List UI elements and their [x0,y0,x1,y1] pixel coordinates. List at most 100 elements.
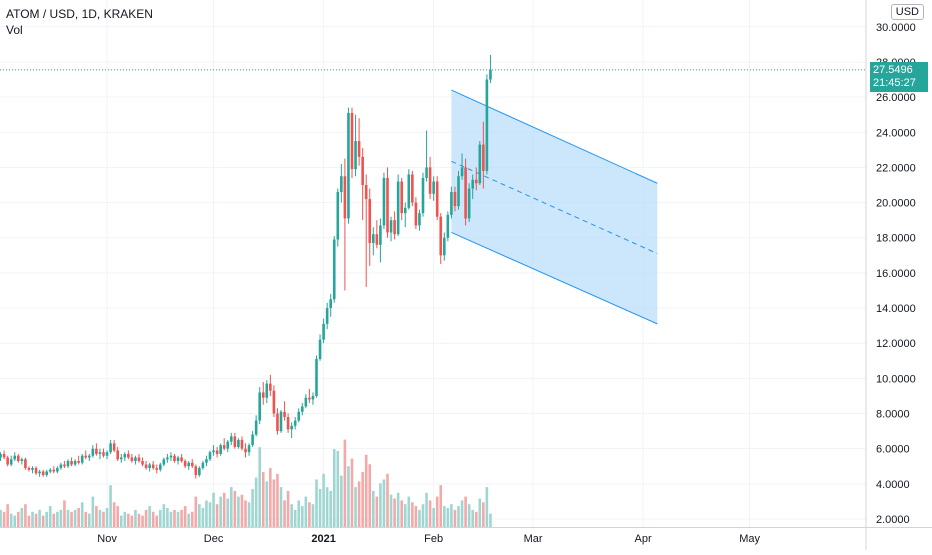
volume-bar [340,475,343,527]
volume-bar [38,509,41,527]
candle-body [34,468,38,474]
candle [432,176,435,201]
candle [215,446,219,458]
candle [27,466,31,472]
candle [258,387,261,425]
candle-body [301,406,304,412]
volume-bar [48,506,52,527]
volume-bar [151,511,155,527]
candle-body [13,455,17,460]
candle [251,431,254,447]
candle [127,450,130,460]
candle-body [201,462,205,469]
candle-body [414,202,418,226]
candle-body [332,239,336,300]
volume-bar [63,500,66,527]
volume-bar [400,500,403,527]
candle-body [162,459,166,465]
candle-body [119,457,123,460]
volume-bar [453,509,457,527]
volume-bar [198,504,201,527]
volume-bar [467,504,471,527]
candle-body [251,434,254,446]
candle-body [329,299,332,309]
candle [301,402,304,416]
candle [31,466,34,474]
candle-body [343,176,347,219]
candle-body [6,457,9,465]
volume-bar [318,489,322,527]
candle [283,401,286,421]
candle [137,453,141,463]
candle-body [340,176,343,193]
x-tick-label: Nov [97,533,117,545]
volume-bar [119,515,123,527]
candle [290,422,293,439]
volume-bar [450,504,453,527]
candle [88,453,91,461]
volume-bar [212,492,215,527]
candle-body [400,181,403,214]
candle [159,462,162,472]
candle-body [457,176,460,207]
y-tick-label: 12.0000 [876,338,916,350]
currency-badge[interactable]: USD [890,4,924,20]
candle-body [379,225,382,245]
candle [166,453,169,463]
candle [20,457,24,465]
volume-bar [418,509,421,527]
volume-indicator-label[interactable]: Vol [6,23,23,37]
y-tick-label: 6.0000 [876,444,910,456]
volume-bar [364,454,368,527]
candle-body [194,466,198,476]
candle-body [9,459,13,465]
candle [450,186,453,219]
volume-bar [435,496,439,527]
candle-body [127,453,130,458]
candle-body [237,439,240,447]
bar-countdown: 21:45:27 [873,76,916,89]
volume-bar [471,509,474,527]
volume-bar [407,496,411,527]
candle-body [48,469,52,472]
volume-bar [141,515,144,527]
channel-lower-line [451,232,658,325]
candle-body [230,436,233,442]
candle-body [244,448,247,453]
candle-body [95,448,98,454]
volume-bar [308,502,311,527]
volume-bar [98,509,102,527]
volume-bar [159,509,162,527]
candle-body [222,445,226,449]
candle-body [2,453,6,458]
volume-bar [109,485,112,527]
candle [261,381,265,405]
last-price-value: 27.5496 [873,63,913,76]
candle [446,211,450,242]
candle [73,459,77,467]
candle [48,468,52,474]
candle-body [148,464,151,469]
volume-bar [134,509,137,527]
candle-body [151,464,155,469]
candle [130,453,134,463]
candle [407,169,411,210]
volume-bar [9,513,13,527]
volume-bar [230,487,233,527]
candle [357,118,361,166]
volume-bar [379,483,382,527]
candle-body [226,441,230,449]
volume-bar [80,502,84,527]
candle-body [56,468,59,472]
candle [315,355,318,398]
candle-body [357,141,361,157]
candle [318,334,322,361]
candle-body [439,216,443,256]
candle-body [311,395,315,400]
volume-bar [112,502,116,527]
volume-bar [166,508,169,527]
volume-bar [343,439,347,527]
candle-body [478,144,482,184]
